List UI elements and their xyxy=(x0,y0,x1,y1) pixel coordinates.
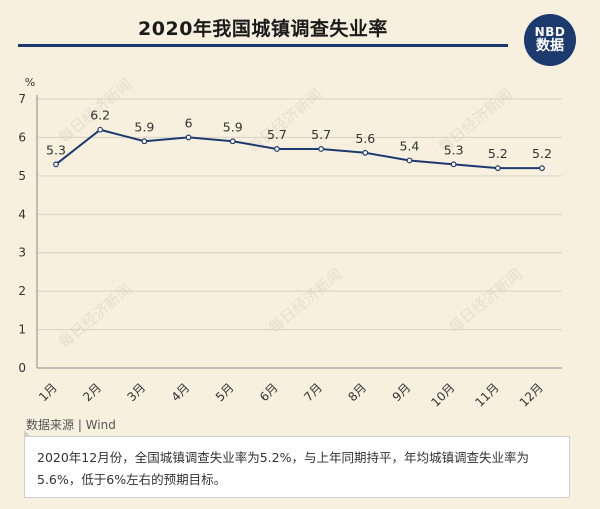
data-label: 5.3 xyxy=(46,142,66,157)
data-point xyxy=(539,165,545,172)
x-tick-label: 5月 xyxy=(213,380,237,404)
y-tick-label: 2 xyxy=(18,284,26,298)
data-point xyxy=(229,138,236,145)
data-point xyxy=(185,134,192,141)
y-axis-unit: % xyxy=(25,76,35,89)
series-line xyxy=(55,128,542,170)
y-tick-label: 7 xyxy=(18,92,26,106)
x-tick-label: 7月 xyxy=(301,380,325,404)
data-point xyxy=(318,146,324,152)
data-point xyxy=(97,126,104,133)
chart-note: 2020年12月份，全国城镇调查失业率为5.2%，与上年同期持平，年均城镇调查失… xyxy=(24,436,570,498)
chart-title: 2020年我国城镇调查失业率 xyxy=(138,18,388,40)
title-bar: 2020年我国城镇调查失业率 NBD 数据 xyxy=(0,0,600,66)
x-tick-label: 10月 xyxy=(428,380,457,409)
logo-text-bottom: 数据 xyxy=(536,37,564,54)
data-label: 5.9 xyxy=(223,119,243,134)
data-label: 5.2 xyxy=(488,146,508,161)
y-tick-label: 6 xyxy=(18,130,26,144)
data-label: 6.2 xyxy=(90,108,110,123)
note-pointer xyxy=(24,430,30,436)
line-chart: 0 1 2 3 4 5 6 7% 1月 2月 3月 4月 5月 6月 7月 8月 9月 10月 11月 12月 5.3 6… xyxy=(18,76,562,410)
data-label: 5.6 xyxy=(355,131,375,146)
data-point xyxy=(53,161,59,168)
x-tick-label: 4月 xyxy=(169,380,193,404)
data-point xyxy=(141,138,148,145)
x-tick-label: 1月 xyxy=(36,380,60,404)
y-tick-label: 3 xyxy=(18,246,26,260)
x-tick-label: 9月 xyxy=(390,380,414,404)
y-tick-label: 5 xyxy=(18,169,26,183)
x-tick-label: 3月 xyxy=(124,380,148,404)
x-tick-label: 6月 xyxy=(257,380,281,404)
data-label: 5.3 xyxy=(444,142,464,157)
data-source: 数据来源 | Wind xyxy=(26,418,116,432)
y-tick-label: 4 xyxy=(18,207,26,221)
data-label: 6 xyxy=(185,115,193,130)
x-tick-label: 11月 xyxy=(473,380,502,409)
logo-text-top: NBD xyxy=(534,25,566,40)
data-point xyxy=(494,165,501,172)
data-label: 5.4 xyxy=(400,138,420,153)
nbd-logo: NBD 数据 xyxy=(524,14,576,66)
title-underline xyxy=(18,44,508,47)
x-tick-label: 12月 xyxy=(517,380,546,409)
y-tick-label: 0 xyxy=(18,361,26,375)
data-point xyxy=(362,149,369,156)
data-label: 5.7 xyxy=(311,127,331,142)
data-label: 5.9 xyxy=(134,119,154,134)
y-tick-label: 1 xyxy=(18,323,26,337)
data-label: 5.2 xyxy=(532,146,552,161)
data-point xyxy=(450,161,457,168)
x-tick-label: 8月 xyxy=(345,380,369,404)
data-label: 5.7 xyxy=(267,127,287,142)
data-point xyxy=(274,146,280,152)
x-tick-label: 2月 xyxy=(80,380,104,404)
data-point xyxy=(406,157,413,164)
note-text: 2020年12月份，全国城镇调查失业率为5.2%，与上年同期持平，年均城镇调查失… xyxy=(37,450,529,487)
